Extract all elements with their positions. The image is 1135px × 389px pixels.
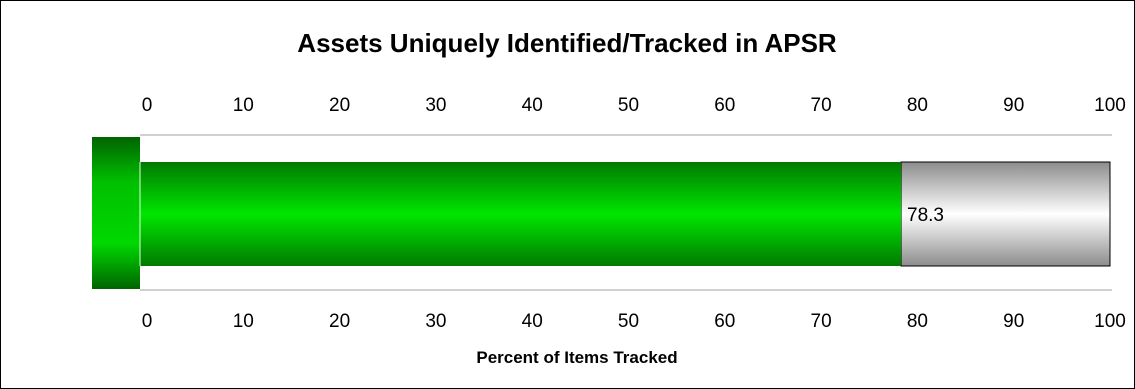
bar-data-label: 78.3 <box>907 205 944 226</box>
bottom-tick-label: 100 <box>1094 311 1126 332</box>
bar-end-cap <box>92 137 140 289</box>
bottom-tick-label: 0 <box>142 311 153 332</box>
top-tick-label: 50 <box>618 95 639 116</box>
bottom-tick-label: 20 <box>329 311 350 332</box>
value-bar <box>140 162 902 266</box>
top-tick-label: 90 <box>1003 95 1024 116</box>
top-tick-label: 0 <box>142 95 153 116</box>
x-axis-title: Percent of Items Tracked <box>476 348 677 367</box>
bottom-tick-label: 10 <box>233 311 254 332</box>
top-tick-label: 100 <box>1094 95 1126 116</box>
top-tick-label: 80 <box>907 95 928 116</box>
bottom-tick-labels: 0 10 20 30 40 50 60 70 80 90 100 <box>142 311 1126 332</box>
bottom-tick-label: 30 <box>425 311 446 332</box>
bottom-tick-label: 80 <box>907 311 928 332</box>
remainder-bar <box>900 161 1111 267</box>
chart-title: Assets Uniquely Identified/Tracked in AP… <box>297 28 837 58</box>
bottom-tick-label: 60 <box>714 311 735 332</box>
bottom-tick-label: 40 <box>522 311 543 332</box>
top-tick-labels: 0 10 20 30 40 50 60 70 80 90 100 <box>142 95 1126 116</box>
top-tick-label: 30 <box>425 95 446 116</box>
top-tick-label: 10 <box>233 95 254 116</box>
bottom-tick-label: 50 <box>618 311 639 332</box>
top-tick-label: 20 <box>329 95 350 116</box>
top-tick-label: 70 <box>811 95 832 116</box>
bottom-tick-label: 70 <box>811 311 832 332</box>
bottom-tick-label: 90 <box>1003 311 1024 332</box>
top-tick-label: 60 <box>714 95 735 116</box>
top-tick-label: 40 <box>522 95 543 116</box>
